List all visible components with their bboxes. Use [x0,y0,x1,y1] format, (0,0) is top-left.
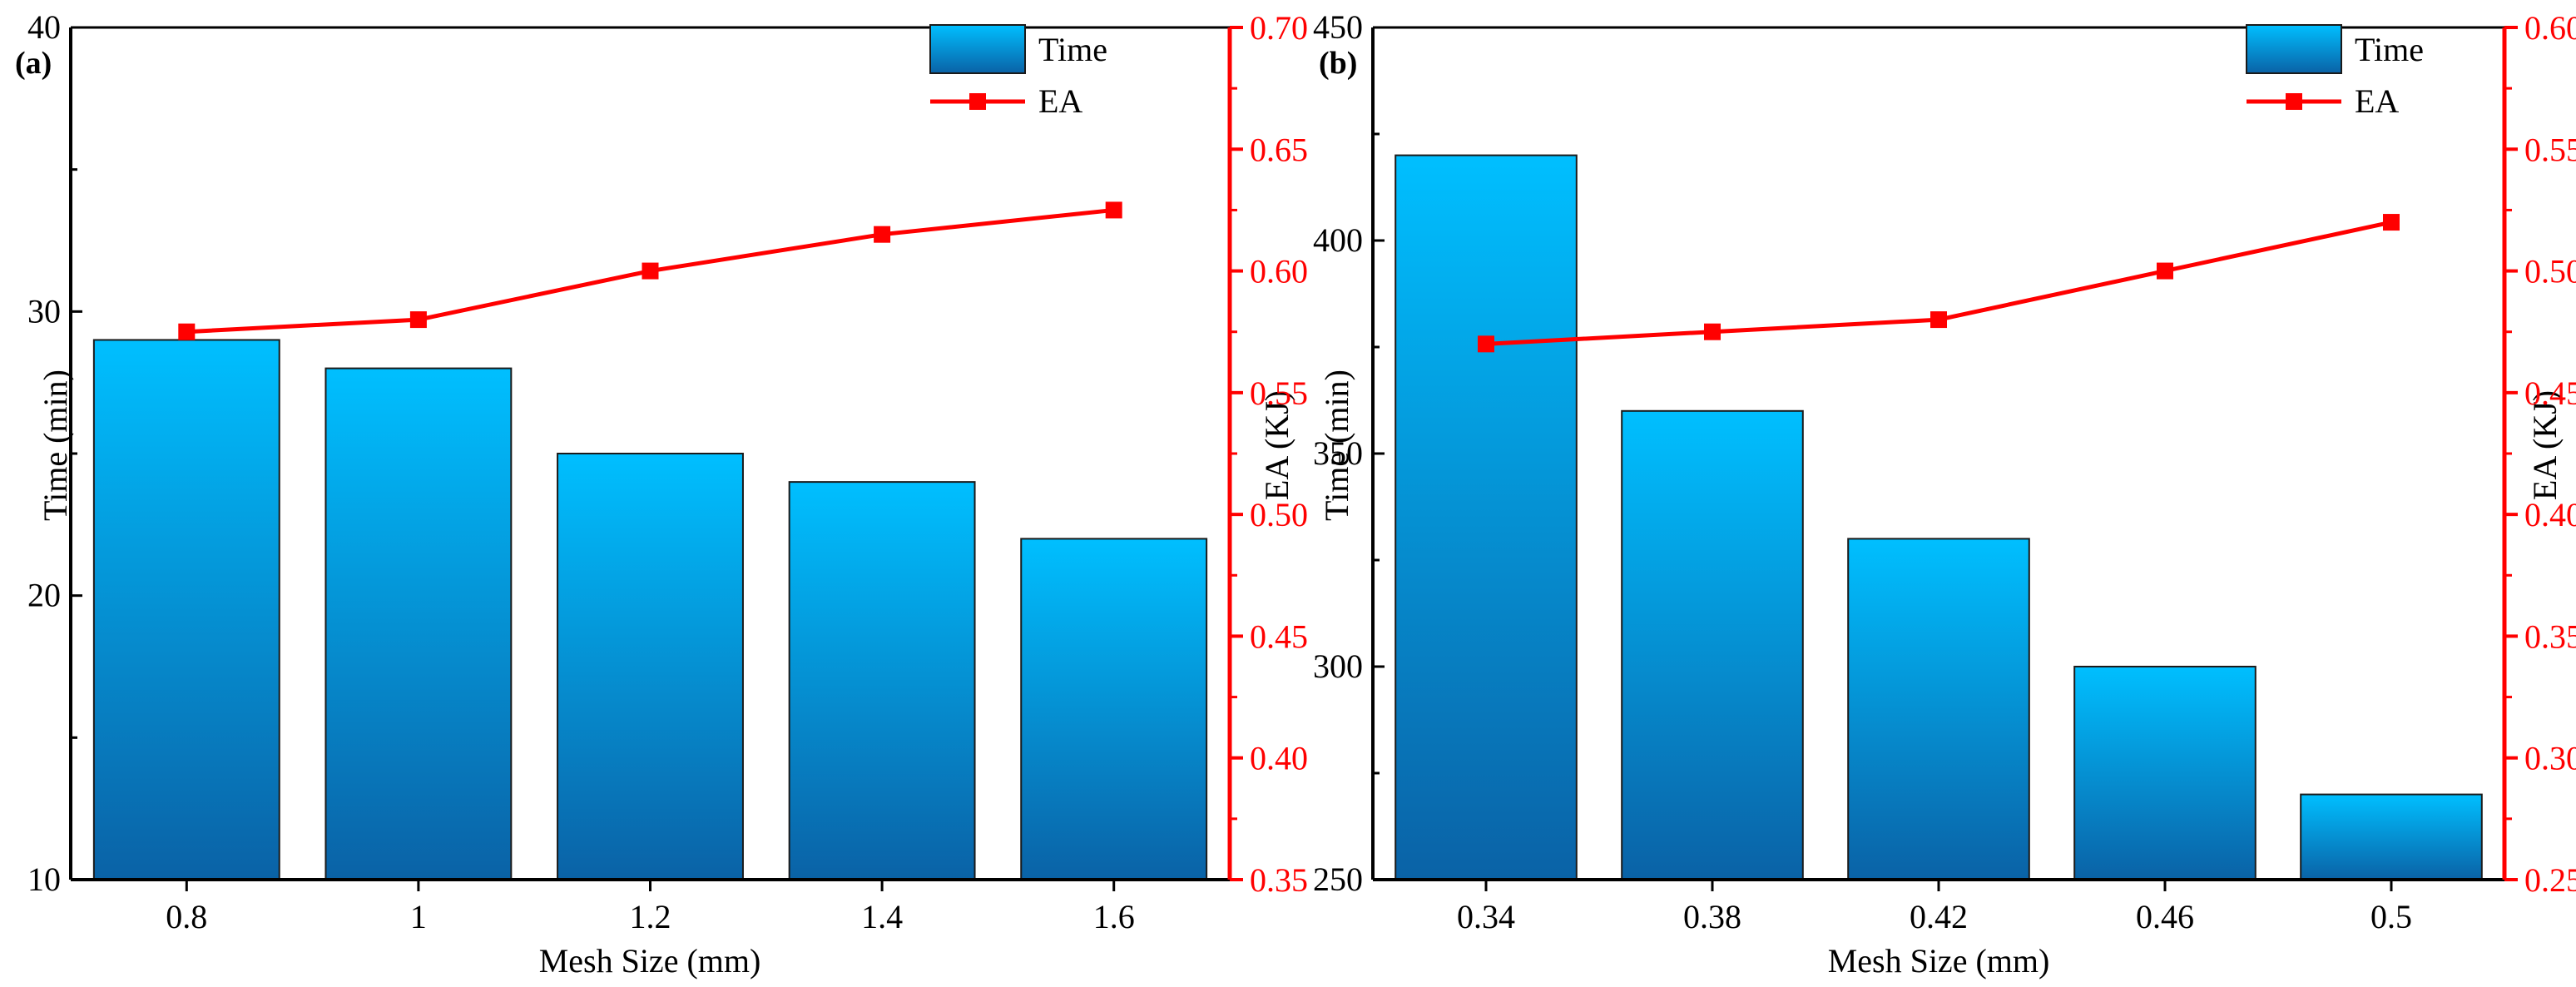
y2-tick-label: 0.65 [1250,131,1308,168]
y2-axis-ticks: 0.35 0.40 0.45 0.50 0.55 0.60 0.65 0.70 [1230,9,1308,899]
y2-tick-label: 0.35 [2524,617,2576,655]
y-tick-label: 300 [1313,647,1363,685]
ea-point [1704,323,1721,340]
ea-point [2157,262,2173,280]
line-series-ea [178,201,1122,340]
y2-tick-label: 0.50 [1250,496,1308,533]
legend: Time EA [929,24,1107,120]
x-tick-label: 0.5 [2370,898,2412,935]
y-tick-label: 450 [1313,8,1363,46]
y2-tick-label: 0.40 [2524,496,2576,533]
bar [1621,409,1804,880]
ea-point [1930,311,1947,329]
x-tick-label: 0.8 [166,898,207,935]
ea-point [2383,214,2400,231]
chart-panel-a: (a) Time (min) EA (KJ) Mesh Size (mm) 10… [15,8,1308,980]
x-axis-label: Mesh Size (mm) [539,942,761,980]
y2-tick-label: 0.30 [2524,740,2576,777]
y2-tick-label: 0.40 [1250,740,1308,777]
chart-panel-b: (b) Time (min) EA (KJ) Mesh Size (mm) 25… [1313,8,2576,980]
legend-label-ea: EA [2355,82,2399,120]
bar [2073,666,2256,880]
y2-tick-label: 0.55 [1250,374,1308,412]
bar [2300,793,2483,880]
legend-marker-ea [2286,93,2302,110]
x-tick-label: 1.6 [1093,898,1135,935]
legend-swatch-time [2246,24,2342,74]
y-axis-ticks: 10 20 30 40 [27,8,82,898]
bar [92,339,280,880]
x-tick-label: 0.34 [1457,898,1515,935]
y2-tick-label: 0.70 [1250,9,1308,47]
bar [1395,154,1578,881]
bar [788,481,976,881]
y2-axis-label: EA (KJ) [1258,390,1295,500]
ea-point [1478,335,1494,353]
line-series-ea [1478,214,2400,353]
bar [1847,538,2030,881]
x-axis-ticks: 0.34 0.38 0.42 0.46 0.5 [1457,880,2412,935]
x-tick-label: 0.38 [1683,898,1741,935]
x-tick-label: 1 [410,898,427,935]
ea-point [178,323,196,340]
legend-label-time: Time [2355,31,2424,68]
legend-swatch-time [929,24,1026,74]
y2-axis-label: EA (KJ) [2526,390,2564,500]
y2-tick-label: 0.45 [1250,617,1308,655]
y2-tick-label: 0.35 [1250,861,1308,899]
x-tick-label: 1.2 [630,898,671,935]
x-tick-label: 1.4 [861,898,903,935]
legend: Time EA [2246,24,2424,120]
y-tick-label: 40 [27,8,61,46]
y-axis-label: Time (min) [1318,370,1355,521]
y-tick-label: 250 [1313,861,1363,898]
x-axis-ticks: 0.8 1 1.2 1.4 1.6 [166,880,1135,935]
y2-tick-label: 0.60 [2524,9,2576,47]
bar [557,453,744,880]
x-tick-label: 0.46 [2136,898,2194,935]
ea-point [1105,201,1122,219]
y-axis-label: Time (min) [37,370,74,521]
bar [1020,538,1208,881]
y2-tick-label: 0.45 [2524,374,2576,412]
ea-point [642,262,659,280]
legend-label-time: Time [1038,31,1107,68]
legend-marker-ea [969,93,986,110]
bar [324,367,513,881]
x-axis-label: Mesh Size (mm) [1828,942,2050,980]
ea-point [874,226,891,243]
y2-axis-ticks: 0.25 0.30 0.35 0.40 0.45 0.50 0.55 0.60 [2504,9,2576,899]
y-tick-label: 30 [27,292,61,330]
panel-label: (b) [1319,46,1357,81]
y-tick-label: 20 [27,577,61,614]
bar-series-time [92,339,1208,881]
legend-label-ea: EA [1038,82,1082,120]
y-tick-label: 10 [27,861,61,898]
y-axis-ticks: 250 300 350 400 450 [1313,8,1385,898]
panel-label: (a) [15,46,52,81]
y2-tick-label: 0.55 [2524,131,2576,168]
x-tick-label: 0.42 [1910,898,1968,935]
y2-tick-label: 0.25 [2524,861,2576,899]
y2-tick-label: 0.50 [2524,253,2576,290]
y-tick-label: 400 [1313,221,1363,259]
y-tick-label: 350 [1313,434,1363,472]
bar-series-time [1395,154,2483,881]
ea-point [409,311,427,329]
y2-tick-label: 0.60 [1250,253,1308,290]
